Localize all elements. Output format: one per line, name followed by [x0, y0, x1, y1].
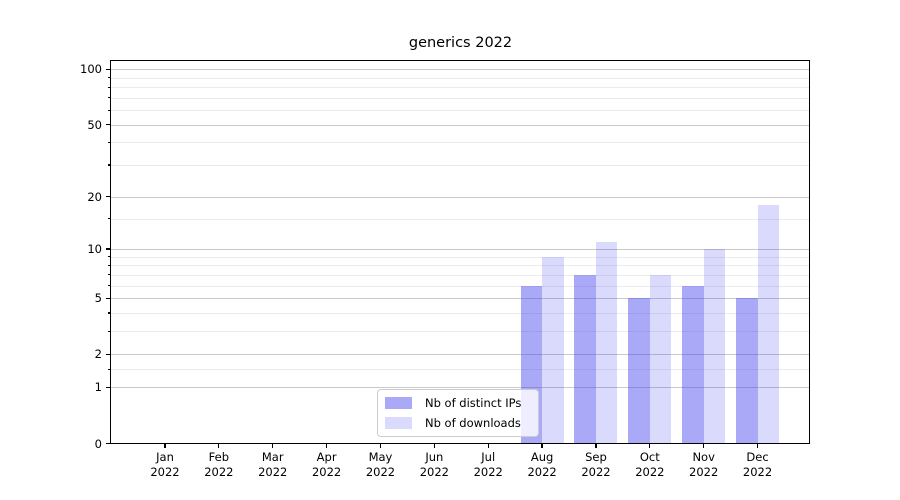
bar-ips-dec — [736, 298, 758, 444]
y-minor-tick-mark-3 — [107, 330, 110, 332]
x-tick-mark-nov — [703, 443, 705, 448]
bar-downloads-dec — [757, 204, 780, 444]
y-minor-tick-mark-1.5 — [107, 368, 110, 370]
bar-downloads-nov — [703, 248, 726, 444]
y-minor-tick-mark-7 — [107, 274, 110, 276]
x-tick-label-jul: Jul 2022 — [473, 449, 503, 479]
x-tick-mark-may — [379, 443, 382, 448]
y-tick-label-5: 5 — [94, 291, 102, 306]
chart-title: generics 2022 — [408, 35, 513, 51]
x-tick-label-feb: Feb 2022 — [204, 449, 234, 479]
y-tick-label-100: 100 — [80, 62, 102, 77]
y-tick-label-50: 50 — [87, 117, 102, 132]
x-tick-label-aug: Aug 2022 — [527, 449, 557, 479]
y-minor-tick-mark-60 — [107, 109, 110, 111]
y-tick-label-10: 10 — [87, 241, 102, 256]
x-tick-mark-dec — [756, 443, 759, 448]
bar-ips-oct — [628, 298, 650, 444]
y-minor-tick-mark-4 — [107, 312, 110, 314]
y-tick-mark-5 — [106, 297, 110, 299]
y-tick-label-0: 0 — [94, 436, 102, 451]
y-minor-tick-mark-80 — [107, 86, 110, 88]
legend-label-distinct-ips: Nb of distinct IPs — [425, 396, 522, 410]
x-tick-label-mar: Mar 2022 — [258, 449, 288, 479]
y-tick-label-20: 20 — [87, 189, 102, 204]
y-minor-tick-mark-70 — [107, 97, 110, 99]
bar-downloads-aug — [542, 256, 564, 444]
y-tick-mark-2 — [106, 353, 110, 355]
legend-item-downloads: Nb of downloads — [385, 416, 531, 431]
y-minor-tick-mark-40 — [107, 141, 110, 143]
y-tick-mark-50 — [106, 123, 110, 126]
y-tick-mark-1 — [106, 386, 110, 388]
bar-ips-nov — [682, 285, 704, 444]
y-minor-tick-mark-30 — [107, 164, 110, 166]
x-tick-label-jun: Jun 2022 — [419, 449, 449, 479]
y-tick-mark-100 — [106, 68, 110, 70]
y-tick-mark-0 — [106, 442, 110, 445]
y-minor-tick-mark-15 — [107, 218, 110, 220]
x-tick-label-oct: Oct 2022 — [635, 449, 665, 479]
x-tick-mark-feb — [218, 443, 220, 448]
x-tick-mark-jul — [487, 443, 489, 448]
legend-item-distinct-ips: Nb of distinct IPs — [385, 396, 531, 411]
x-tick-label-apr: Apr 2022 — [311, 449, 342, 479]
y-tick-mark-20 — [106, 195, 110, 198]
x-tick-label-may: May 2022 — [365, 449, 396, 479]
x-tick-label-nov: Nov 2022 — [689, 449, 719, 479]
x-tick-mark-oct — [649, 443, 651, 448]
y-minor-tick-mark-90 — [107, 77, 110, 79]
x-tick-mark-jan — [164, 443, 166, 448]
y-tick-label-2: 2 — [94, 347, 102, 362]
legend-label-downloads: Nb of downloads — [425, 416, 521, 430]
x-tick-mark-mar — [272, 443, 274, 448]
x-tick-mark-apr — [326, 443, 328, 448]
x-tick-label-dec: Dec 2022 — [742, 449, 773, 479]
x-tick-mark-aug — [541, 443, 543, 448]
legend: Nb of distinct IPs Nb of downloads — [377, 389, 539, 437]
legend-swatch-distinct-ips — [385, 397, 412, 409]
x-tick-mark-sep — [595, 443, 597, 448]
y-tick-label-1: 1 — [94, 380, 102, 395]
y-tick-mark-10 — [106, 248, 110, 250]
x-tick-label-sep: Sep 2022 — [581, 449, 611, 479]
y-minor-tick-mark-6 — [107, 285, 110, 287]
x-tick-mark-jun — [433, 443, 435, 448]
bar-downloads-sep — [595, 241, 618, 444]
bar-downloads-oct — [649, 274, 672, 444]
y-minor-tick-mark-8 — [107, 264, 110, 266]
bar-ips-sep — [574, 274, 596, 444]
y-minor-tick-mark-9 — [107, 256, 110, 258]
legend-swatch-downloads — [385, 417, 412, 429]
x-tick-label-jan: Jan 2022 — [150, 449, 180, 479]
